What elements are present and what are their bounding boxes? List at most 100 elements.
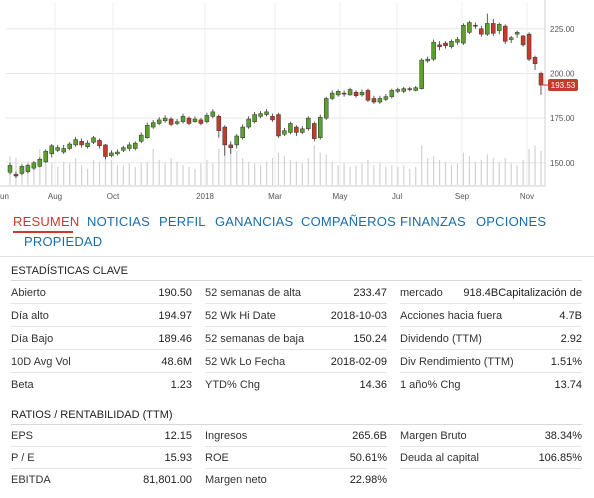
ratio-value: 22.98%: [349, 474, 387, 486]
stat-value: 190.50: [158, 287, 192, 299]
stat-label: 52 semanas de alta: [205, 287, 302, 299]
candle-up: [139, 134, 144, 142]
price-chart[interactable]: 225.00 200.00 175.00 150.00 un Aug Oct 2018 Mar M…: [0, 0, 594, 205]
candle-up: [449, 41, 454, 47]
stat-label: Acciones hacia fuera: [400, 310, 503, 322]
candle-down: [502, 25, 508, 42]
row-divider: [205, 303, 387, 304]
candle-up: [25, 165, 31, 172]
candle-down: [491, 23, 496, 34]
stat-label: 52 Wk Hi Date: [205, 310, 276, 322]
candle-down: [97, 140, 102, 147]
candle-up: [73, 139, 78, 146]
row-divider: [205, 372, 387, 373]
candle-up: [67, 143, 72, 149]
candle-up: [395, 89, 401, 92]
stat-value: 14.36: [359, 379, 387, 391]
row-divider: [11, 446, 192, 447]
candle-up: [204, 115, 210, 122]
ratio-label: EPS: [11, 430, 34, 442]
candle-up: [359, 91, 365, 96]
candle-up: [496, 24, 502, 31]
candle-down: [437, 44, 442, 47]
candlestick-chart-svg[interactable]: 225.00 200.00 175.00 150.00 un Aug Oct 2018 Mar M…: [0, 0, 594, 205]
row-divider: [11, 372, 192, 373]
tab-propiedad[interactable]: PROPIEDAD: [24, 234, 103, 249]
stat-value: 1.51%: [550, 356, 582, 368]
stat-label: 10D Avg Vol: [11, 356, 71, 368]
active-tab-underline: [13, 231, 73, 233]
candle-up: [323, 98, 329, 119]
candle-up: [192, 118, 198, 122]
x-tick-label: 2018: [196, 192, 214, 201]
tab-finanzas[interactable]: FINANZAS: [400, 214, 466, 229]
ratio-value: 38.34%: [544, 430, 582, 442]
stat-value: 2.92: [560, 333, 582, 345]
candle-down: [526, 33, 532, 60]
candle-up: [401, 88, 407, 92]
x-tick-label: Jul: [392, 192, 402, 201]
candle-down: [294, 126, 299, 133]
candle-up: [383, 96, 389, 100]
candle-up: [240, 126, 245, 139]
candle-up: [461, 24, 466, 44]
tab-companeros[interactable]: COMPAÑEROS: [301, 214, 396, 229]
candle-down: [270, 116, 275, 121]
candle-down: [216, 116, 222, 131]
row-divider: [205, 468, 387, 469]
candle-up: [252, 114, 257, 122]
tab-noticias[interactable]: NOTICIAS: [87, 214, 150, 229]
stat-label: mercado: [400, 287, 443, 299]
tab-perfil[interactable]: PERFIL: [159, 214, 206, 229]
stat-value: 13.74: [554, 379, 582, 391]
candle-up: [150, 122, 156, 128]
tab-ganancias[interactable]: GANANCIAS: [215, 214, 294, 229]
candle-up: [300, 128, 305, 133]
tabs-divider: [0, 256, 594, 257]
ratio-value: 12.15: [164, 430, 192, 442]
row-divider: [205, 326, 387, 327]
tab-opciones[interactable]: OPCIONES: [476, 214, 547, 229]
current-price-label: 193.53: [551, 81, 576, 90]
row-divider: [400, 349, 582, 350]
candle-up: [109, 152, 114, 156]
ratio-value: 265.6B: [352, 430, 387, 442]
candle-down: [103, 144, 108, 157]
ratio-value: 50.61%: [349, 452, 387, 464]
candle-up: [127, 144, 132, 149]
row-divider: [205, 349, 387, 350]
x-tick-label: Oct: [107, 192, 120, 201]
stat-value: 150.24: [353, 333, 387, 345]
candle-up: [508, 37, 514, 40]
stat-value: 2018-10-03: [330, 310, 387, 322]
candle-up: [317, 116, 323, 139]
stat-label: YTD% Chg: [205, 379, 261, 391]
stat-label: Día Bajo: [11, 333, 54, 345]
stat-label: Abierto: [11, 287, 46, 299]
candle-down: [222, 126, 228, 146]
row-divider: [400, 372, 582, 373]
ratio-label: Ingresos: [205, 430, 248, 442]
row-divider: [11, 468, 192, 469]
y-tick-label: 225.00: [550, 25, 575, 34]
y-tick-label: 175.00: [550, 114, 575, 123]
candle-up: [162, 117, 168, 122]
candle-up: [288, 123, 293, 133]
tab-resumen[interactable]: RESUMEN: [13, 214, 80, 229]
ratio-label: Margen Bruto: [400, 430, 467, 442]
stat-label: 1 año% Chg: [400, 379, 461, 391]
candle-down: [228, 144, 234, 148]
candle-up: [514, 32, 520, 35]
candle-up: [133, 142, 138, 149]
key-stats-title: ESTADÍSTICAS CLAVE: [11, 265, 128, 277]
row-divider: [205, 446, 387, 447]
candle-up: [467, 22, 472, 33]
candle-up: [174, 121, 180, 124]
candle-up: [156, 119, 162, 124]
ratios-title: RATIOS / RENTABILIDAD (TTM): [11, 409, 173, 421]
candle-down: [341, 92, 347, 95]
x-tick-label: Sep: [455, 192, 470, 201]
ratio-label: Margen neto: [205, 474, 267, 486]
y-tick-label: 150.00: [550, 159, 575, 168]
candle-up: [7, 165, 13, 173]
